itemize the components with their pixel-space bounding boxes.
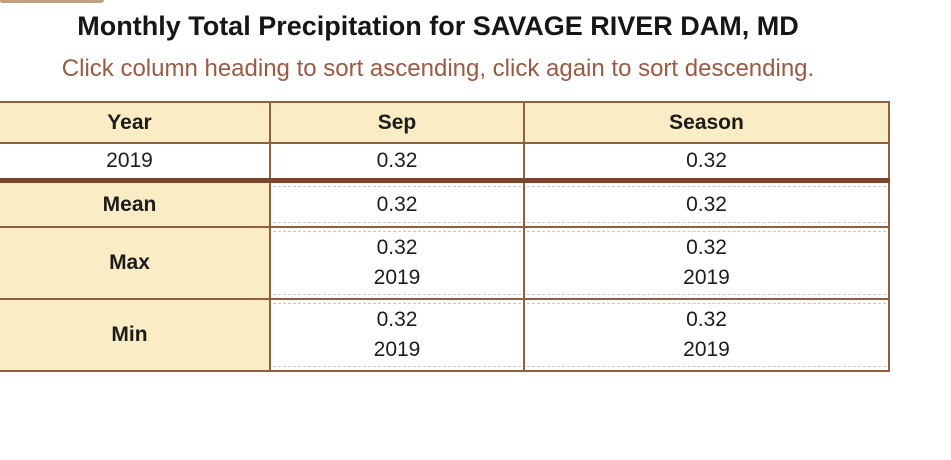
mean-sep-cell: 0.32 <box>269 178 525 228</box>
page-title: Monthly Total Precipitation for SAVAGE R… <box>77 11 799 41</box>
max-sep-value: 0.32 <box>376 236 418 259</box>
max-sep-cell: 0.32 2019 <box>269 226 525 300</box>
sort-hint-text: Click column heading to sort ascending, … <box>61 55 815 82</box>
max-season-value: 0.32 <box>686 236 727 259</box>
column-header-season[interactable]: Season <box>523 101 890 144</box>
min-season-year: 2019 <box>683 338 730 361</box>
column-header-sep[interactable]: Sep <box>269 101 525 144</box>
column-header-year[interactable]: Year <box>0 101 271 144</box>
min-sep-value: 0.32 <box>376 308 418 331</box>
min-sep-year: 2019 <box>373 338 421 361</box>
sep-value-cell: 0.32 <box>269 142 525 182</box>
min-sep-cell: 0.32 2019 <box>269 298 525 372</box>
table-row-mean: Mean 0.32 0.32 <box>0 178 890 228</box>
table-row-min: Min 0.32 2019 0.32 2019 <box>0 298 890 372</box>
table-row-2019: 2019 0.32 0.32 <box>0 142 890 182</box>
partial-tab-edge <box>0 0 104 3</box>
table-header-row: Year Sep Season <box>0 101 890 144</box>
min-label-cell: Min <box>0 298 271 372</box>
precipitation-table: Year Sep Season 2019 0.32 0.32 Mean 0.32 <box>0 101 890 372</box>
max-sep-year: 2019 <box>373 266 421 289</box>
max-label-cell: Max <box>0 226 271 300</box>
max-season-cell: 0.32 2019 <box>523 226 890 300</box>
max-season-year: 2019 <box>683 266 730 289</box>
mean-season-value: 0.32 <box>527 186 886 223</box>
mean-season-cell: 0.32 <box>523 178 890 228</box>
content-area: Monthly Total Precipitation for SAVAGE R… <box>0 11 890 372</box>
min-season-value: 0.32 <box>686 308 727 331</box>
mean-sep-value: 0.32 <box>273 186 521 223</box>
mean-label-cell: Mean <box>0 178 271 228</box>
min-season-cell: 0.32 2019 <box>523 298 890 372</box>
table-row-max: Max 0.32 2019 0.32 2019 <box>0 226 890 300</box>
year-cell: 2019 <box>0 142 271 182</box>
season-value-cell: 0.32 <box>523 142 890 182</box>
